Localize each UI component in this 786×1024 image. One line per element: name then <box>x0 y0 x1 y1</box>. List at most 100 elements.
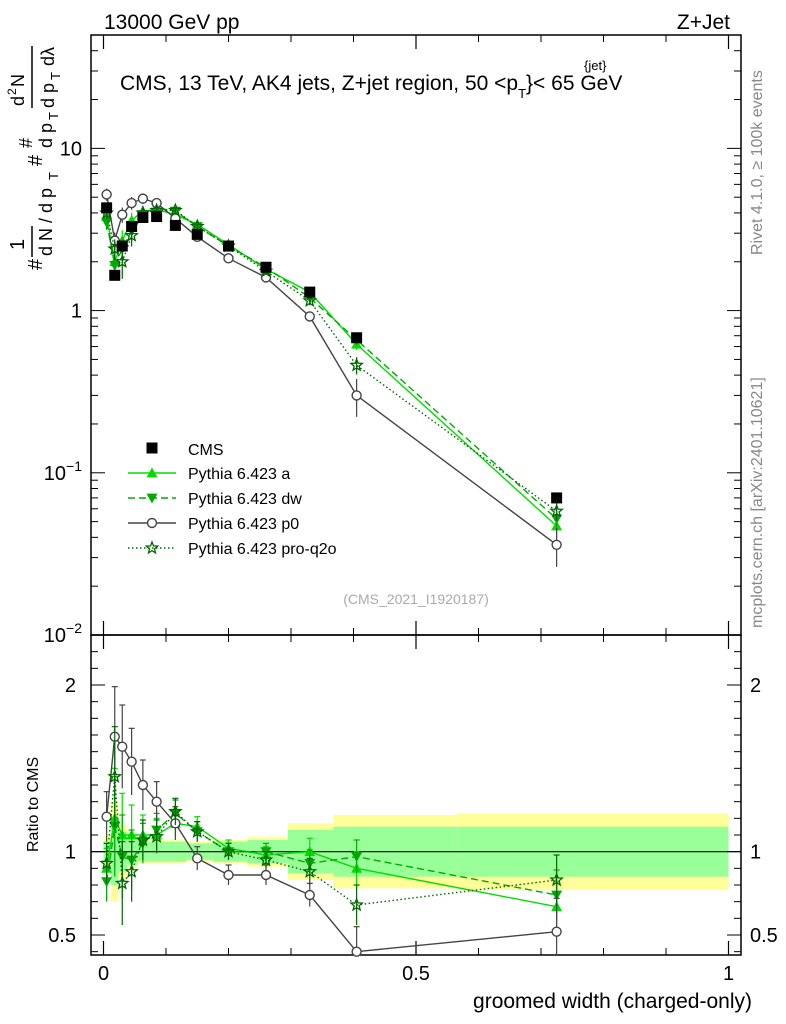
ratio-point <box>351 852 363 863</box>
ratio-point <box>149 828 164 843</box>
svg-text:T: T <box>48 72 63 80</box>
svg-text:T: T <box>46 172 61 180</box>
ratio-point <box>137 779 149 791</box>
y-tick-label-ratio-right: 2 <box>750 675 761 697</box>
legend-marker-cms <box>146 442 158 454</box>
main-line-3 <box>105 209 558 512</box>
cms-data-point <box>101 202 113 214</box>
svg-text:#: # <box>25 154 47 166</box>
main-point <box>124 227 139 242</box>
svg-text:#: # <box>16 138 36 148</box>
axes: 0 0.5 1 10−2 10−1 1 10 0.5 0.5 1 1 2 2 <box>44 34 778 985</box>
main-point <box>114 254 130 269</box>
ratio-series-3 <box>99 726 564 925</box>
cms-data-point <box>169 219 181 231</box>
y-tick-label-main: 10 <box>60 138 82 160</box>
x-axis-label: groomed width (charged-only) <box>473 990 752 1013</box>
ratio-plot-frame <box>90 634 742 956</box>
legend: CMS Pythia 6.423 a Pythia 6.423 dw Pythia 6… <box>128 442 337 558</box>
ratio-point <box>260 869 272 881</box>
ratio-point <box>135 832 151 847</box>
main-line-2 <box>105 194 558 546</box>
x-tick-label: 0.5 <box>402 963 430 985</box>
legend-label-0: Pythia 6.423 a <box>188 466 290 483</box>
ratio-uncertainty-bands <box>91 801 741 902</box>
ratio-point <box>124 863 139 878</box>
y-tick-label-main: 10−1 <box>44 458 82 485</box>
legend-marker-3 <box>144 540 160 555</box>
cms-data-point <box>223 240 234 252</box>
main-point <box>349 357 364 372</box>
ratio-point <box>107 768 123 783</box>
legend-label-cms: CMS <box>188 442 224 459</box>
legend-label-2: Pythia 6.423 p0 <box>188 516 299 533</box>
main-point <box>117 209 128 220</box>
ratio-point <box>223 869 234 881</box>
side-mcplots-label: mcplots.cern.ch [arXiv:2401.10621] <box>749 377 766 628</box>
legend-marker-1 <box>146 493 158 504</box>
ratio-point <box>349 897 364 912</box>
main-plot-series <box>99 188 564 567</box>
ratio-point <box>551 926 562 937</box>
cms-data-point <box>304 286 316 298</box>
y-axis-label-ratio: Ratio to CMS <box>25 757 42 852</box>
main-line-0 <box>105 208 558 527</box>
ratio-point <box>549 872 564 887</box>
ratio-point <box>126 756 137 767</box>
header-left: 13000 GeV pp <box>104 11 239 34</box>
svg-text:dλ: dλ <box>38 47 58 66</box>
ratio-point <box>114 875 130 890</box>
y-tick-label-main: 1 <box>71 301 82 323</box>
ratio-point <box>258 852 274 867</box>
y-tick-label-ratio: 1 <box>65 842 76 864</box>
ratio-point <box>189 823 205 838</box>
ratio-point <box>101 811 112 822</box>
cms-data-point <box>191 228 203 240</box>
side-rivet-label: Rivet 4.1.0, ≥ 100k events <box>749 70 766 255</box>
legend-marker-0 <box>146 467 158 478</box>
ratio-point <box>302 863 318 878</box>
x-tick-label: 1 <box>723 963 734 985</box>
main-point <box>101 217 113 228</box>
y-tick-label-ratio: 2 <box>65 675 76 697</box>
main-point <box>101 189 112 200</box>
main-line-1 <box>105 207 558 520</box>
y-tick-label-main: 10−2 <box>44 620 82 647</box>
main-point <box>551 539 562 550</box>
main-point <box>126 197 137 209</box>
main-point <box>304 311 315 322</box>
svg-text:CMS, 13 TeV, AK4 jets, Z+jet r: CMS, 13 TeV, AK4 jets, Z+jet region, 50 … <box>120 72 622 101</box>
svg-text:d p: d p <box>38 83 58 108</box>
cms-data-point <box>126 220 138 232</box>
ratio-point <box>304 889 315 901</box>
svg-text:{jet}: {jet} <box>584 58 607 73</box>
main-series-1 <box>101 203 563 530</box>
ratio-plot-series <box>99 686 564 957</box>
svg-text:d: d <box>8 96 28 106</box>
ratio-point <box>221 843 236 858</box>
main-point <box>302 292 318 308</box>
main-series-2 <box>101 188 562 567</box>
legend-label-3: Pythia 6.423 pro-q2o <box>188 541 337 558</box>
cms-data-point <box>260 261 272 273</box>
main-point <box>549 503 564 518</box>
svg-text:2: 2 <box>5 88 19 95</box>
cms-data-point <box>551 492 563 504</box>
svg-text:N: N <box>8 74 28 87</box>
cms-data-point <box>137 211 149 223</box>
legend-marker-2 <box>146 517 158 529</box>
main-point <box>168 202 183 217</box>
cms-data-series <box>101 202 563 504</box>
svg-text:T: T <box>46 112 61 120</box>
cms-data-point <box>109 269 121 281</box>
main-point <box>137 193 149 204</box>
main-point <box>351 390 362 401</box>
analysis-id: (CMS_2021_I1920187) <box>343 591 489 607</box>
ratio-point <box>168 803 183 818</box>
svg-text:d p: d p <box>36 123 56 148</box>
ratio-point <box>151 796 162 807</box>
svg-text:#: # <box>25 258 47 270</box>
y-axis-label-main: # 1 d N / d p T # # d p T d 2 N d p T dλ <box>5 46 63 270</box>
svg-text:1: 1 <box>7 239 29 250</box>
